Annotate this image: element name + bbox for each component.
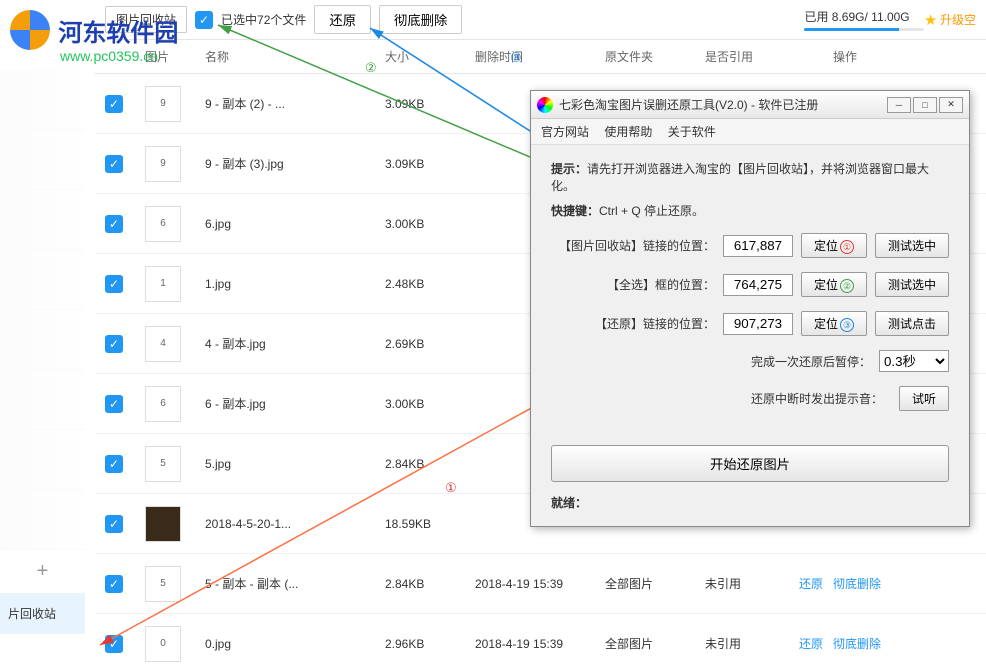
locate2-button[interactable]: 定位② <box>801 272 867 297</box>
thumbnail: 9 <box>145 146 181 182</box>
watermark-logo: 河东软件园 <box>10 10 178 50</box>
thumbnail: 0 <box>145 626 181 662</box>
add-icon[interactable]: + <box>0 550 85 593</box>
pause-label: 完成一次还原后暂停： <box>751 353 871 370</box>
pos1-input[interactable] <box>723 235 793 257</box>
restore-button[interactable]: 还原 <box>314 5 371 34</box>
sidebar-recycle[interactable]: 片回收站 <box>0 593 85 634</box>
file-name: 1.jpg <box>205 277 385 291</box>
watermark-url: www.pc0359.cn <box>60 48 158 64</box>
row-checkbox[interactable] <box>105 95 123 113</box>
dialog-titlebar[interactable]: 七彩色淘宝图片误删还原工具(V2.0) - 软件已注册 ─ □ ✕ <box>531 91 969 119</box>
file-size: 2.48KB <box>385 277 475 291</box>
row-restore[interactable]: 还原 <box>799 577 823 591</box>
file-size: 2.84KB <box>385 457 475 471</box>
shortcut-text: 快捷键：Ctrl + Q 停止还原。 <box>551 202 949 219</box>
selected-count: 已选中72个文件 <box>221 11 306 28</box>
table-header: 图片 名称 大小 删除时间 原文件夹 是否引用 操作 <box>95 40 986 74</box>
file-size: 18.59KB <box>385 517 475 531</box>
row-checkbox[interactable] <box>105 635 123 653</box>
file-size: 3.09KB <box>385 157 475 171</box>
orig-folder: 全部图片 <box>605 575 705 592</box>
close-button[interactable]: ✕ <box>939 97 963 113</box>
thumbnail: 6 <box>145 206 181 242</box>
orig-folder: 全部图片 <box>605 635 705 652</box>
row-delete[interactable]: 彻底删除 <box>833 577 881 591</box>
hint-text: 提示：请先打开浏览器进入淘宝的【图片回收站】，并将浏览器窗口最大化。 <box>551 160 949 194</box>
row-checkbox[interactable] <box>105 155 123 173</box>
thumbnail: 9 <box>145 86 181 122</box>
status-text: 就绪： <box>551 494 949 511</box>
test3-button[interactable]: 测试点击 <box>875 311 949 336</box>
thumbnail: 6 <box>145 386 181 422</box>
row-checkbox[interactable] <box>105 575 123 593</box>
pos3-input[interactable] <box>723 313 793 335</box>
start-restore-button[interactable]: 开始还原图片 <box>551 445 949 482</box>
file-name: 5 - 副本 - 副本 (... <box>205 575 385 592</box>
test2-button[interactable]: 测试选中 <box>875 272 949 297</box>
sound-label: 还原中断时发出提示音： <box>751 390 883 407</box>
file-size: 3.09KB <box>385 97 475 111</box>
annot-3: ③ <box>510 50 522 66</box>
restore-tool-dialog: 七彩色淘宝图片误删还原工具(V2.0) - 软件已注册 ─ □ ✕ 官方网站 使… <box>530 90 970 527</box>
pause-select[interactable]: 0.3秒 <box>879 350 949 372</box>
maximize-button[interactable]: □ <box>913 97 937 113</box>
file-size: 3.00KB <box>385 397 475 411</box>
file-size: 2.69KB <box>385 337 475 351</box>
file-name: 0.jpg <box>205 637 385 651</box>
upgrade-link[interactable]: 升级空 <box>925 11 976 28</box>
test1-button[interactable]: 测试选中 <box>875 233 949 258</box>
row-checkbox[interactable] <box>105 455 123 473</box>
file-size: 2.96KB <box>385 637 475 651</box>
row-checkbox[interactable] <box>105 215 123 233</box>
minimize-button[interactable]: ─ <box>887 97 911 113</box>
delete-button[interactable]: 彻底删除 <box>379 5 462 34</box>
pos2-label: 【全选】框的位置： <box>607 276 715 293</box>
table-row[interactable]: 5 5 - 副本 - 副本 (...2.84KB2018-4-19 15:39全部… <box>95 554 986 614</box>
delete-time: 2018-4-19 15:39 <box>475 577 605 591</box>
app-icon <box>537 97 553 113</box>
menu-about[interactable]: 关于软件 <box>668 125 716 139</box>
annot-2: ② <box>365 60 377 76</box>
file-name: 9 - 副本 (2) - ... <box>205 95 385 112</box>
thumbnail: 1 <box>145 266 181 302</box>
thumbnail <box>145 506 181 542</box>
file-name: 4 - 副本.jpg <box>205 335 385 352</box>
ref-status: 未引用 <box>705 635 785 652</box>
annot-1: ① <box>445 480 457 496</box>
locate3-button[interactable]: 定位③ <box>801 311 867 336</box>
storage-info: 已用 8.69G/ 11.00G <box>804 8 924 31</box>
thumbnail: 5 <box>145 566 181 602</box>
file-name: 6 - 副本.jpg <box>205 395 385 412</box>
row-delete[interactable]: 彻底删除 <box>833 637 881 651</box>
file-name: 9 - 副本 (3).jpg <box>205 155 385 172</box>
dialog-menu: 官方网站 使用帮助 关于软件 <box>531 119 969 145</box>
row-checkbox[interactable] <box>105 335 123 353</box>
thumbnail: 4 <box>145 326 181 362</box>
pos2-input[interactable] <box>723 274 793 296</box>
file-name: 6.jpg <box>205 217 385 231</box>
locate1-button[interactable]: 定位① <box>801 233 867 258</box>
ref-status: 未引用 <box>705 575 785 592</box>
pos1-label: 【图片回收站】链接的位置： <box>559 237 715 254</box>
file-size: 3.00KB <box>385 217 475 231</box>
menu-site[interactable]: 官方网站 <box>541 125 589 139</box>
pos3-label: 【还原】链接的位置： <box>595 315 715 332</box>
thumbnail: 5 <box>145 446 181 482</box>
row-checkbox[interactable] <box>105 395 123 413</box>
file-name: 2018-4-5-20-1... <box>205 517 385 531</box>
table-row[interactable]: 0 0.jpg2.96KB2018-4-19 15:39全部图片未引用还原彻底删除 <box>95 614 986 664</box>
menu-help[interactable]: 使用帮助 <box>604 125 652 139</box>
sound-preview-button[interactable]: 试听 <box>899 386 949 411</box>
sidebar: + 片回收站 <box>0 70 85 640</box>
row-checkbox[interactable] <box>105 275 123 293</box>
row-checkbox[interactable] <box>105 515 123 533</box>
file-name: 5.jpg <box>205 457 385 471</box>
top-bar: 图片回收站 已选中72个文件 还原 彻底删除 已用 8.69G/ 11.00G … <box>95 0 986 40</box>
file-size: 2.84KB <box>385 577 475 591</box>
select-all-checkbox[interactable] <box>195 11 213 29</box>
delete-time: 2018-4-19 15:39 <box>475 637 605 651</box>
row-restore[interactable]: 还原 <box>799 637 823 651</box>
